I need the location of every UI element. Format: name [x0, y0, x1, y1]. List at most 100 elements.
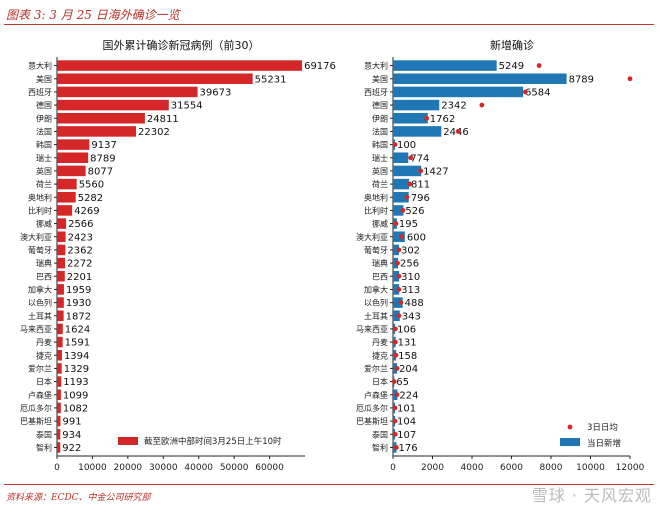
- data-label: 1394: [64, 351, 89, 362]
- dot-marker: [396, 247, 402, 253]
- x-tick-label: 50000: [220, 463, 249, 473]
- data-label: 526: [405, 206, 424, 217]
- source-note: 资料来源：ECDC、中金公司研究部: [6, 493, 151, 503]
- category-label: 意大利: [364, 61, 388, 71]
- data-label: 106: [397, 324, 416, 335]
- data-label: 1591: [65, 338, 90, 349]
- category-label: 澳大利亚: [20, 232, 52, 242]
- bar: [393, 178, 410, 190]
- data-label: 31554: [171, 101, 203, 112]
- category-label: 以色列: [364, 298, 388, 308]
- bar: [57, 402, 61, 414]
- dot-marker: [396, 313, 402, 319]
- data-label: 5249: [499, 61, 524, 72]
- category-label: 丹麦: [372, 337, 388, 347]
- x-tick-label: 0: [54, 463, 60, 473]
- bar: [57, 231, 66, 243]
- category-label: 荷兰: [36, 179, 52, 189]
- bar: [57, 60, 303, 71]
- category-label: 巴基斯坦: [356, 416, 388, 426]
- legend-label: 截至欧洲中部时间3月25日上午10时: [144, 436, 282, 447]
- category-label: 日本: [372, 377, 388, 387]
- category-label: 韩国: [36, 140, 52, 150]
- data-label: 204: [399, 364, 418, 375]
- data-label: 4269: [74, 206, 99, 217]
- bar: [57, 139, 90, 150]
- data-label: 1762: [430, 114, 455, 125]
- category-label: 土耳其: [28, 311, 52, 321]
- bar: [57, 178, 77, 190]
- data-label: 69176: [304, 61, 336, 72]
- bar: [57, 205, 73, 216]
- bar: [57, 165, 86, 177]
- category-label: 泰国: [372, 429, 388, 439]
- data-label: 811: [411, 180, 430, 191]
- bar: [57, 376, 62, 387]
- dot-marker: [522, 89, 528, 95]
- dot-marker: [398, 300, 404, 305]
- data-label: 991: [63, 417, 82, 428]
- category-label: 瑞典: [372, 258, 388, 268]
- category-label: 巴基斯坦: [20, 416, 52, 426]
- data-label: 5282: [78, 193, 103, 204]
- data-label: 176: [398, 443, 417, 454]
- x-tick-label: 0: [390, 463, 396, 473]
- data-label: 104: [397, 417, 416, 428]
- data-label: 1193: [63, 377, 88, 388]
- data-label: 1872: [66, 311, 91, 322]
- bar: [393, 244, 399, 256]
- bar: [393, 86, 524, 98]
- data-label: 310: [401, 272, 420, 283]
- data-label: 2566: [68, 219, 93, 230]
- category-label: 德国: [36, 100, 52, 110]
- bar: [393, 270, 400, 282]
- category-label: 葡萄牙: [28, 245, 52, 255]
- bar: [393, 284, 400, 295]
- data-label: 1329: [64, 364, 89, 375]
- x-tick-label: 40000: [184, 463, 213, 473]
- legend-label: 3日日均: [587, 422, 618, 433]
- legend-dot-swatch: [567, 424, 573, 430]
- figure-title: 图表 3: 3 月 25 日海外确诊一览: [6, 8, 180, 22]
- bar: [57, 297, 64, 308]
- x-tick-label: 20000: [114, 463, 143, 473]
- dot-marker: [479, 102, 485, 108]
- bar: [57, 442, 61, 453]
- data-label: 2272: [67, 259, 92, 270]
- category-label: 马来西亚: [356, 325, 388, 334]
- bar: [57, 349, 62, 361]
- data-label: 39673: [200, 87, 232, 98]
- bar: [57, 310, 64, 322]
- bar: [393, 112, 428, 124]
- data-label: 158: [398, 351, 417, 362]
- legend-label: 当日新增: [587, 438, 621, 449]
- bar: [393, 231, 405, 243]
- dot-marker: [392, 142, 398, 147]
- data-label: 22302: [138, 127, 170, 138]
- category-label: 伊朗: [372, 113, 388, 123]
- x-tick-label: 6000: [500, 463, 523, 473]
- data-label: 101: [397, 403, 416, 414]
- category-label: 智利: [372, 442, 388, 452]
- category-label: 荷兰: [372, 179, 388, 189]
- category-label: 瑞士: [36, 153, 52, 163]
- dot-marker: [424, 115, 429, 121]
- data-label: 55231: [255, 74, 287, 85]
- bar: [57, 336, 63, 348]
- data-label: 8789: [569, 74, 594, 85]
- bar: [57, 126, 137, 137]
- bar: [57, 99, 169, 111]
- category-label: 法国: [372, 126, 388, 136]
- data-label: 131: [398, 338, 417, 349]
- category-label: 意大利: [28, 61, 52, 71]
- bar: [57, 389, 61, 401]
- category-label: 加拿大: [364, 284, 388, 294]
- bar: [393, 60, 497, 71]
- category-label: 爱尔兰: [364, 363, 388, 373]
- data-label: 1624: [65, 324, 90, 335]
- dot-marker: [418, 168, 424, 174]
- data-label: 195: [399, 219, 418, 230]
- data-label: 100: [397, 140, 416, 151]
- dot-marker: [392, 405, 398, 411]
- x-tick-label: 10000: [576, 463, 605, 473]
